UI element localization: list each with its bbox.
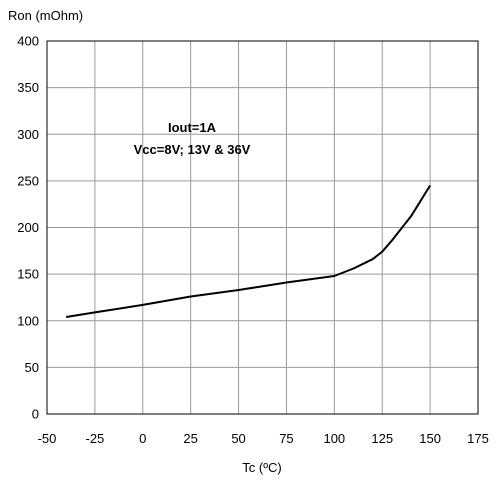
series-layer	[66, 184, 431, 318]
annotation-iout: Iout=1A	[168, 120, 217, 135]
grid	[47, 41, 478, 414]
y-tick-label-8: 400	[17, 34, 39, 49]
y-tick-label-3: 150	[17, 267, 39, 282]
y-tick-label-1: 50	[25, 360, 39, 375]
annotation-vcc: Vcc=8V; 13V & 36V	[134, 142, 251, 157]
x-tick-labels: -50 -25 0 25 50 75 100 125 150 175	[38, 431, 489, 446]
x-tick-label-1: -25	[85, 431, 104, 446]
x-tick-label-9: 175	[467, 431, 489, 446]
y-tick-label-6: 300	[17, 127, 39, 142]
x-tick-label-3: 25	[183, 431, 197, 446]
x-tick-label-4: 50	[231, 431, 245, 446]
y-tick-label-7: 350	[17, 80, 39, 95]
x-tick-label-8: 150	[419, 431, 441, 446]
x-tick-label-7: 125	[371, 431, 393, 446]
y-tick-labels: 0 50 100 150 200 250 300 350 400	[17, 34, 39, 422]
y-tick-label-0: 0	[32, 407, 39, 422]
y-tick-label-2: 100	[17, 313, 39, 328]
x-tick-label-0: -50	[38, 431, 57, 446]
plot-frame	[46, 40, 479, 415]
x-tick-label-6: 100	[323, 431, 345, 446]
y-tick-label-4: 200	[17, 220, 39, 235]
x-tick-label-5: 75	[279, 431, 293, 446]
y-axis-title: Ron (mOhm)	[8, 8, 83, 23]
y-tick-label-5: 250	[17, 173, 39, 188]
x-axis-title: Tc (ºC)	[242, 460, 281, 475]
x-tick-label-2: 0	[139, 431, 146, 446]
series-line-0	[66, 184, 431, 318]
